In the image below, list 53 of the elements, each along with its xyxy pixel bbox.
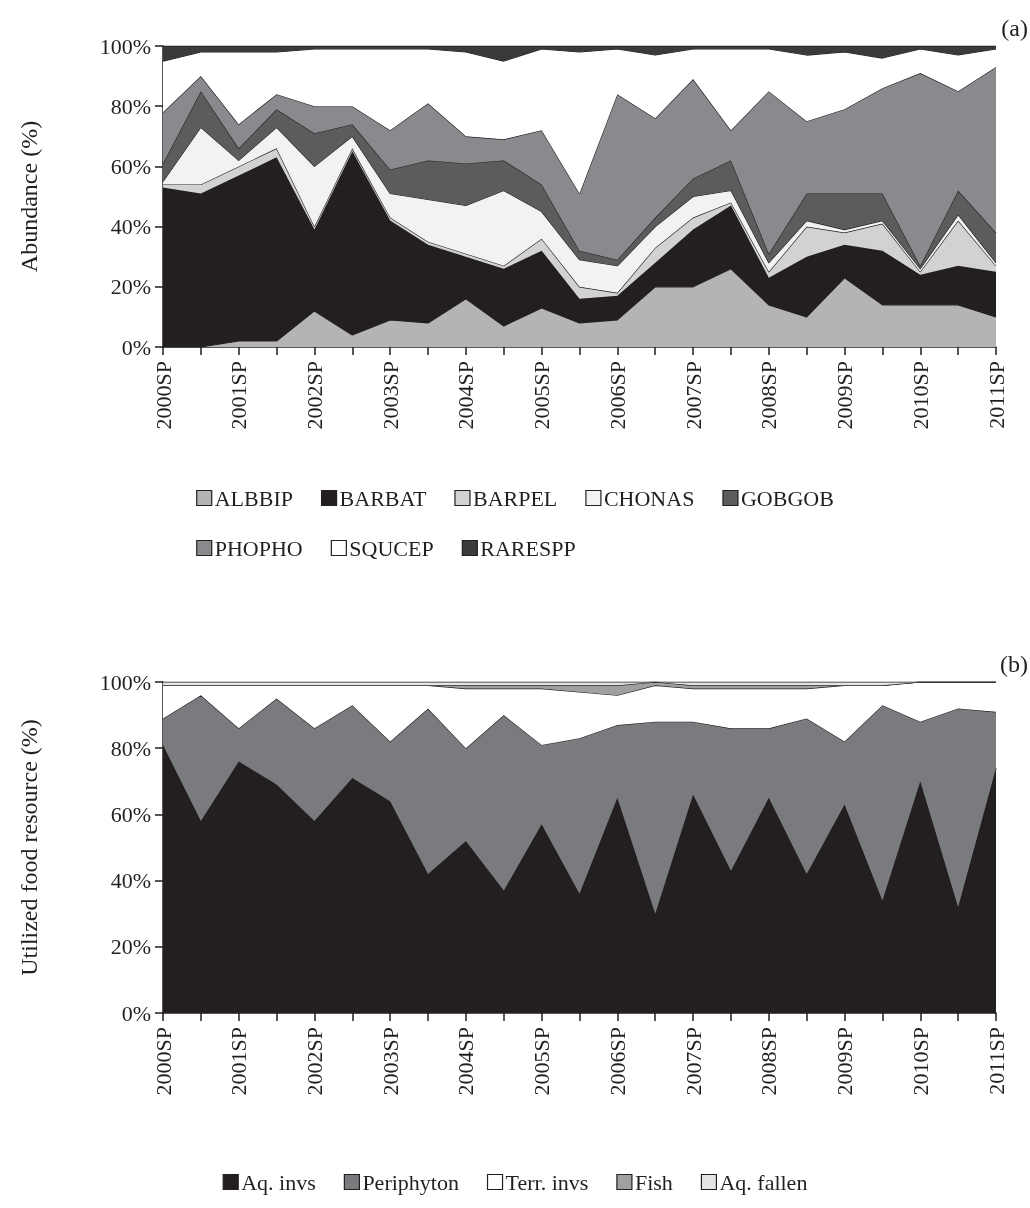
x-tick-label: 2003SP [377,361,403,430]
y-axis-title: Abundance (%) [16,120,42,273]
text: (b) [1000,651,1028,677]
y-tick-label: 100% [99,669,151,695]
y-tick-label: 80% [110,93,151,119]
x-tick-label: 2002SP [301,1027,327,1096]
legend-label: Aq. invs [241,1169,316,1195]
legend-label: Periphyton [362,1169,459,1195]
x-tick-label: 2008SP [756,361,782,430]
x-tick-label: 2010SP [907,1027,933,1096]
x-tick-label: 2008SP [756,1027,782,1096]
x-tick-label: 2009SP [832,361,858,430]
x-tick-label: 2001SP [226,1027,252,1096]
legend-label: GOBGOB [740,485,834,511]
y-tick-label: 80% [110,735,151,761]
y-tick-label: 20% [110,934,151,960]
legend-label: BARPEL [472,485,558,511]
y-tick-label: 60% [110,801,151,827]
legend-label: PHOPHO [214,535,303,561]
x-tick-label: 2004SP [453,361,479,430]
x-tick-label: 2007SP [680,1027,706,1096]
y-tick-label: 0% [121,334,151,360]
x-tick-label: 2004SP [453,1027,479,1096]
y-tick-label: 0% [121,1000,151,1026]
x-tick-label: 2005SP [529,1027,555,1096]
x-tick-label: 2000SP [150,361,176,430]
x-tick-label: 2010SP [907,361,933,430]
legend-label: BARBAT [339,485,427,511]
x-tick-label: 2002SP [301,361,327,430]
x-tick-label: 2001SP [226,361,252,430]
legend-label: ALBBIP [214,485,293,511]
y-tick-label: 60% [110,153,151,179]
legend-label: Aq. fallen [719,1169,808,1195]
x-tick-label: 2005SP [529,361,555,430]
legend-label: Terr. invs [505,1169,589,1195]
text: (a) [1001,15,1028,41]
y-tick-label: 20% [110,274,151,300]
x-tick-label: 2000SP [150,1027,176,1096]
y-tick-label: 100% [99,33,151,59]
y-tick-label: 40% [110,214,151,240]
x-tick-label: 2006SP [604,361,630,430]
legend-label: CHONAS [603,485,695,511]
y-axis-title: Utilized food resource (%) [16,719,42,976]
x-tick-label: 2007SP [680,361,706,430]
y-tick-label: 40% [110,868,151,894]
x-tick-label: 2006SP [604,1027,630,1096]
x-tick-label: 2011SP [983,361,1009,429]
x-tick-label: 2009SP [832,1027,858,1096]
legend-label: RARESPP [480,535,576,561]
x-tick-label: 2003SP [377,1027,403,1096]
legend-label: Fish [634,1169,673,1195]
x-tick-label: 2011SP [983,1027,1009,1095]
legend-label: SQUCEP [349,535,434,561]
